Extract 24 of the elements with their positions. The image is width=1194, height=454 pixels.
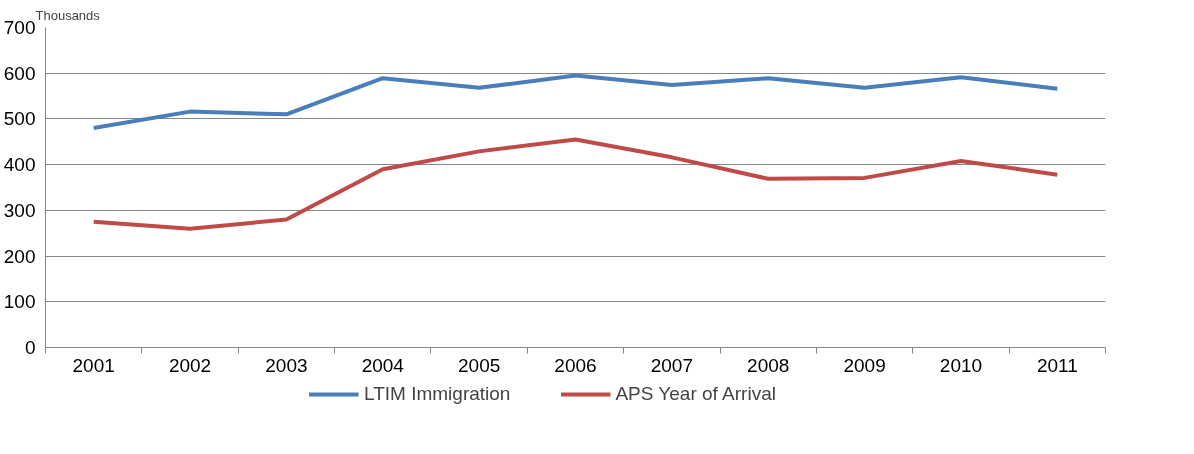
x-tick-label: 2002 bbox=[168, 354, 212, 376]
x-tick-label: 2007 bbox=[650, 354, 694, 376]
legend-label: APS Year of Arrival bbox=[615, 383, 776, 405]
y-tick-label: 600 bbox=[3, 62, 36, 84]
x-tick-label: 2003 bbox=[265, 354, 308, 376]
x-tick-label: 2009 bbox=[843, 354, 886, 376]
line-series bbox=[91, 137, 1060, 231]
y-tick-label: 200 bbox=[3, 245, 36, 267]
x-tick-label: 2008 bbox=[747, 354, 790, 376]
x-tick-label: 2011 bbox=[1036, 354, 1078, 376]
y-tick-label: 100 bbox=[3, 291, 36, 313]
y-tick-label: 300 bbox=[3, 199, 36, 221]
y-tick-label: 500 bbox=[3, 108, 36, 130]
line-series bbox=[91, 73, 1060, 131]
legend-label: LTIM Immigration bbox=[364, 383, 511, 405]
x-tick-label: 2006 bbox=[554, 354, 597, 376]
x-tick-label: 2004 bbox=[361, 354, 405, 376]
x-tick-label: 2010 bbox=[939, 354, 983, 376]
y-tick-label: 400 bbox=[3, 154, 36, 176]
x-tick-label: 2005 bbox=[458, 354, 501, 376]
y-tick-label: 700 bbox=[3, 17, 36, 38]
x-tick-label: 2001 bbox=[72, 354, 115, 376]
y-axis-title: Thousands bbox=[35, 7, 101, 23]
y-tick-label: 0 bbox=[24, 337, 36, 358]
